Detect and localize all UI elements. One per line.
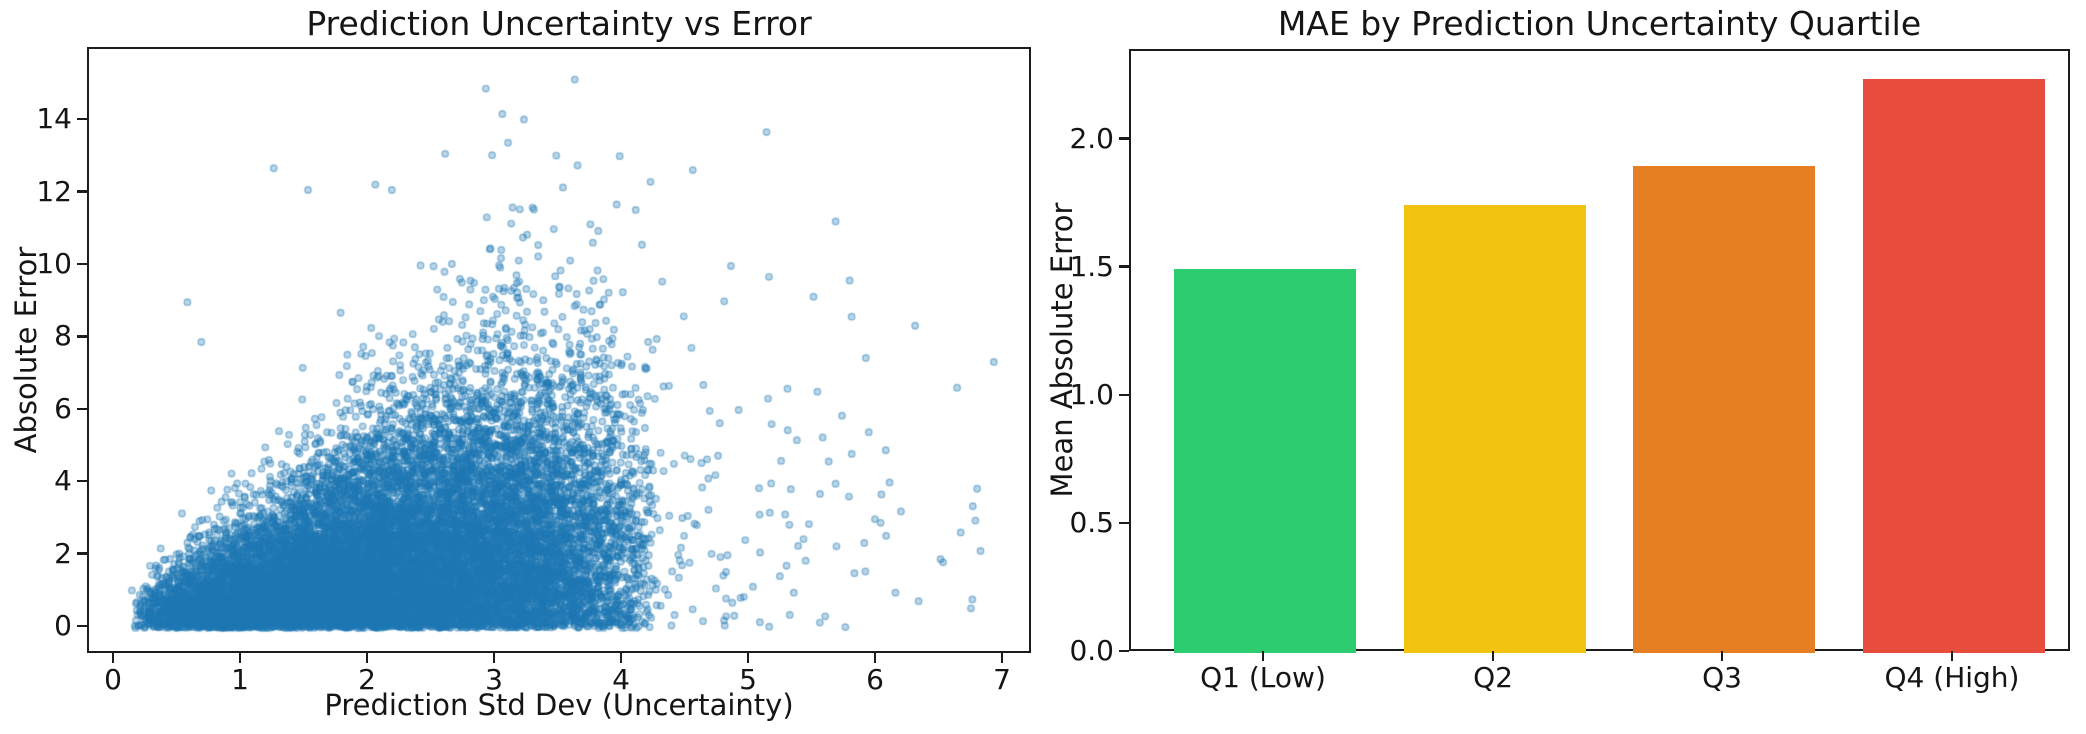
y-tick-label: 1.0 — [1069, 377, 1114, 411]
bar-category-label: Q2 — [1473, 661, 1513, 694]
y-tick-mark — [1119, 265, 1129, 268]
x-tick-label: 4 — [612, 663, 630, 696]
x-tick-label: 6 — [866, 663, 884, 696]
scatter-axes — [87, 47, 1033, 655]
x-tick-mark — [492, 653, 496, 663]
y-tick-label: 2.0 — [1069, 121, 1114, 155]
bar-category-label: Q1 (Low) — [1200, 661, 1326, 694]
x-tick-mark — [1261, 651, 1265, 661]
x-tick-mark — [1000, 653, 1004, 663]
y-tick-label: 10 — [36, 247, 72, 280]
y-tick-label: 12 — [36, 174, 72, 208]
y-tick-label: 0 — [54, 609, 72, 642]
y-tick-mark — [77, 552, 87, 555]
y-tick-label: 4 — [54, 464, 72, 498]
y-tick-mark — [77, 479, 87, 483]
bar-q3 — [1633, 166, 1815, 653]
y-tick-mark — [77, 117, 87, 121]
x-tick-label: 1 — [231, 663, 249, 696]
x-tick-label: 0 — [104, 663, 122, 696]
y-tick-mark — [1119, 649, 1129, 653]
y-tick-label: 0.5 — [1069, 505, 1114, 539]
y-tick-mark — [77, 407, 87, 411]
y-tick-mark — [1119, 521, 1129, 525]
y-tick-mark — [77, 624, 87, 628]
x-tick-label: 7 — [993, 663, 1011, 696]
x-tick-mark — [365, 653, 369, 663]
y-tick-mark — [77, 262, 87, 266]
bar-category-label: Q4 (High) — [1884, 661, 2020, 694]
y-tick-label: 1.5 — [1069, 249, 1114, 283]
x-tick-label: 3 — [485, 663, 503, 696]
bar-ylabel: Mean Absolute Error — [1045, 202, 1079, 498]
bar-q1-low — [1174, 268, 1356, 653]
y-tick-mark — [1119, 137, 1129, 140]
x-tick-mark — [873, 653, 877, 663]
x-tick-mark — [1491, 651, 1495, 661]
bar-category-label: Q3 — [1702, 661, 1742, 694]
y-tick-mark — [77, 335, 87, 338]
bar-title: MAE by Prediction Uncertainty Quartile — [1277, 4, 1922, 43]
scatter-title: Prediction Uncertainty vs Error — [306, 4, 812, 43]
bar-q2 — [1404, 204, 1586, 653]
x-tick-mark — [619, 653, 623, 663]
y-tick-mark — [77, 190, 87, 193]
scatter-points-canvas — [89, 49, 1033, 655]
x-tick-mark — [238, 653, 242, 663]
y-tick-label: 0.0 — [1069, 634, 1114, 667]
y-tick-label: 14 — [36, 102, 72, 136]
x-tick-label: 5 — [739, 663, 757, 696]
bar-q4-high — [1863, 79, 2045, 653]
y-tick-label: 8 — [54, 319, 72, 353]
x-tick-label: 2 — [358, 663, 376, 696]
x-tick-mark — [746, 653, 750, 663]
y-tick-label: 2 — [54, 536, 72, 570]
x-tick-mark — [1720, 651, 1724, 661]
y-tick-mark — [1119, 393, 1129, 397]
x-tick-mark — [111, 653, 115, 663]
x-tick-mark — [1950, 651, 1954, 661]
scatter-xlabel: Prediction Std Dev (Uncertainty) — [324, 688, 794, 722]
bar-axes — [1129, 49, 2070, 653]
y-tick-label: 6 — [54, 391, 72, 425]
